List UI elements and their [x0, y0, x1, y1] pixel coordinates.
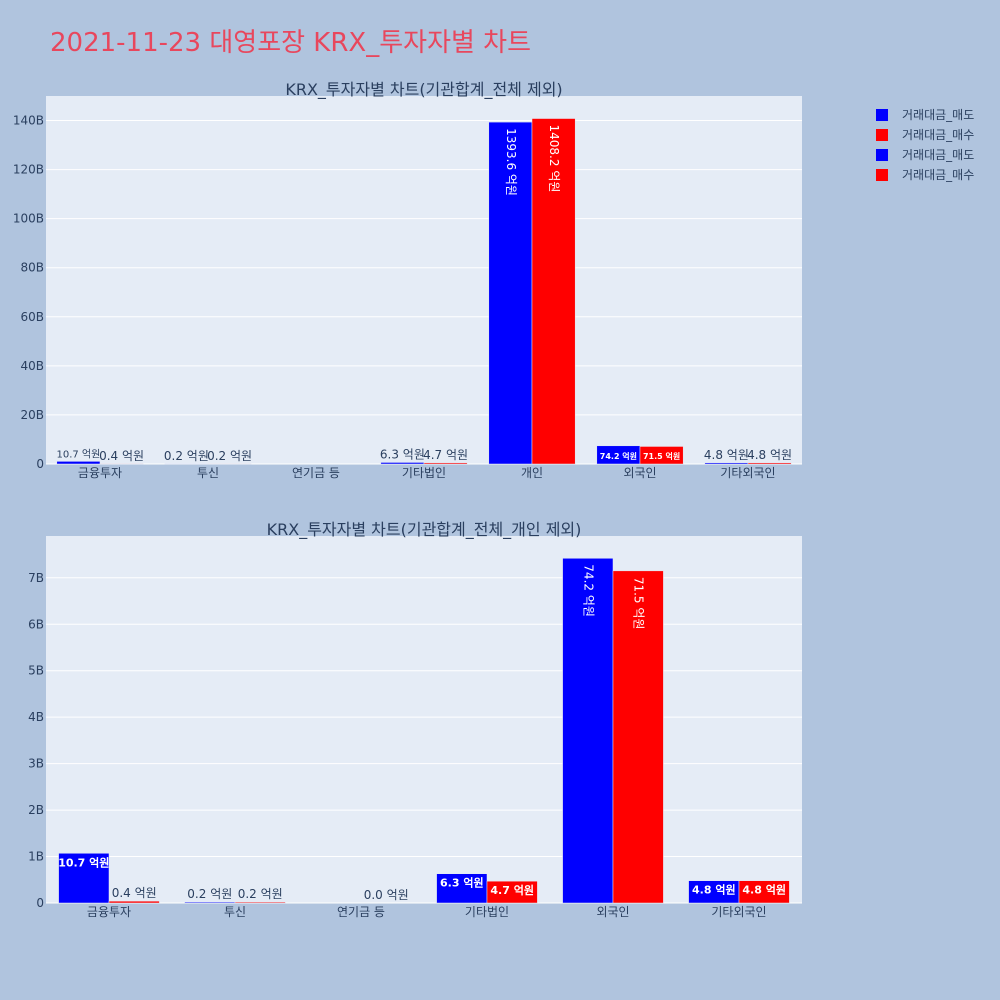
x-tick-label: 외국인: [623, 466, 656, 480]
x-tick-label: 금융투자: [78, 466, 122, 480]
data-label: 0.2 억원: [187, 887, 232, 901]
chart-title: KRX_투자자별 차트(기관합계_전체_개인 제외): [267, 520, 582, 540]
y-tick-label: 60B: [20, 310, 44, 324]
x-tick-label: 기타법인: [465, 905, 509, 919]
x-tick-label: 연기금 등: [337, 905, 385, 919]
bar: [639, 446, 684, 465]
bar: [531, 118, 576, 465]
data-label: 4.8 억원: [747, 448, 792, 462]
bar: [56, 461, 101, 465]
top-chart: 0 20B 40B 60B 80B 100B 120B 140B KRX_투자자별 차트(기관합…: [13, 80, 802, 480]
data-label: 71.5 억원: [632, 577, 646, 630]
data-label: 0.2 억원: [238, 887, 283, 901]
data-label: 0.4 억원: [112, 886, 157, 900]
data-label: 6.3 억원: [380, 447, 425, 461]
data-label: 1393.6 억원: [504, 128, 518, 196]
legend-swatch: [876, 169, 888, 181]
y-tick-label: 5B: [28, 664, 44, 678]
plot-area: [46, 536, 802, 903]
y-tick-label: 0: [36, 896, 44, 910]
legend-swatch: [876, 109, 888, 121]
legend-swatch: [876, 149, 888, 161]
y-tick-label: 140B: [13, 114, 44, 128]
data-label: 4.8 억원: [704, 448, 749, 462]
legend-item: 거래대금_매도: [902, 108, 974, 122]
data-label: 0.2 억원: [207, 449, 252, 463]
bar: [747, 462, 792, 465]
legend-swatch: [876, 129, 888, 141]
y-tick-label: 1B: [28, 850, 44, 864]
data-label: 10.7 억원: [58, 855, 109, 869]
bar: [612, 570, 664, 904]
x-tick-label: 기타외국인: [711, 905, 766, 919]
y-tick-label: 3B: [28, 757, 44, 771]
data-label: 6.3 억원: [440, 876, 484, 890]
data-label: 74.2 억원: [581, 564, 595, 617]
bottom-chart: 0 1B 2B 3B 4B 5B 6B 7B KRX_투자자별 차트(기관합계_전체_개인 제외…: [28, 520, 802, 919]
data-label: 0.0 억원: [364, 888, 409, 902]
y-tick-label: 4B: [28, 710, 44, 724]
x-tick-label: 투신: [224, 905, 246, 919]
data-label: 0.2 억원: [164, 449, 209, 463]
legend-item: 거래대금_매수: [902, 128, 974, 142]
plot-area: [46, 96, 802, 464]
bar: [562, 558, 614, 904]
data-label: 4.8 억원: [742, 883, 786, 897]
page-title: 2021-11-23 대영포장 KRX_투자자별 차트: [50, 28, 532, 58]
chart-title: KRX_투자자별 차트(기관합계_전체 제외): [285, 80, 562, 100]
y-tick-label: 100B: [13, 212, 44, 226]
legend-item: 거래대금_매도: [902, 148, 974, 162]
bar: [704, 462, 749, 465]
x-tick-label: 기타법인: [402, 466, 446, 480]
data-label: 1408.2 억원: [547, 125, 561, 193]
y-tick-label: 40B: [20, 359, 44, 373]
data-label: 10.7 억원: [56, 448, 100, 460]
bar: [184, 901, 236, 904]
bar: [738, 880, 790, 904]
y-tick-label: 2B: [28, 803, 44, 817]
x-tick-label: 금융투자: [87, 905, 131, 919]
data-label: 4.7 억원: [490, 883, 534, 897]
legend-item: 거래대금_매수: [902, 168, 974, 182]
y-tick-label: 80B: [20, 261, 44, 275]
data-label: 0.4 억원: [99, 449, 144, 463]
y-tick-label: 20B: [20, 408, 44, 422]
bar: [486, 880, 538, 904]
data-label: 4.8 억원: [692, 883, 736, 897]
x-tick-label: 연기금 등: [292, 466, 340, 480]
bar: [423, 462, 468, 465]
x-tick-label: 개인: [521, 466, 543, 480]
bar: [234, 901, 286, 904]
x-tick-label: 기타외국인: [720, 466, 775, 480]
bar: [436, 873, 488, 904]
x-tick-label: 투신: [197, 466, 219, 480]
data-label: 4.7 억원: [423, 448, 468, 462]
bar: [488, 121, 533, 465]
data-label: 74.2 억원: [600, 451, 637, 461]
bar: [108, 900, 160, 904]
bar: [380, 462, 425, 465]
bar: [58, 853, 110, 904]
data-label: 71.5 억원: [643, 451, 680, 461]
y-tick-label: 0: [36, 457, 44, 471]
x-tick-label: 외국인: [596, 905, 629, 919]
y-tick-label: 120B: [13, 163, 44, 177]
y-tick-label: 6B: [28, 617, 44, 631]
y-tick-label: 7B: [28, 571, 44, 585]
